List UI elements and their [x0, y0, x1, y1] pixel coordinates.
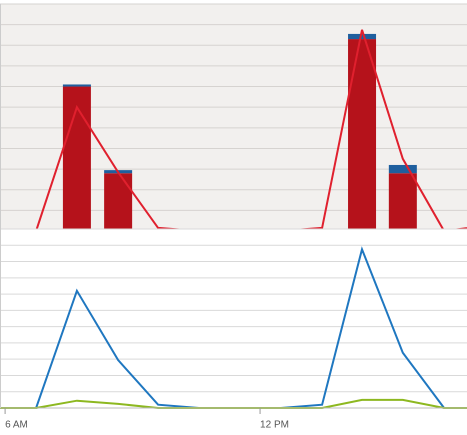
x-tick-label: 12 PM [260, 420, 289, 431]
bar-segment [388, 173, 417, 231]
bar-segment [104, 173, 133, 231]
x-tick-label: 6 AM [5, 420, 28, 431]
bar-segment [348, 33, 377, 40]
bar-segment [62, 84, 91, 87]
bar-segment [388, 164, 417, 174]
bar-segment [348, 39, 377, 231]
plot-area [0, 3, 467, 409]
axes: 6 AM 12 PM [0, 4, 467, 431]
panel-background [0, 229, 467, 408]
bar-segment [62, 86, 91, 231]
